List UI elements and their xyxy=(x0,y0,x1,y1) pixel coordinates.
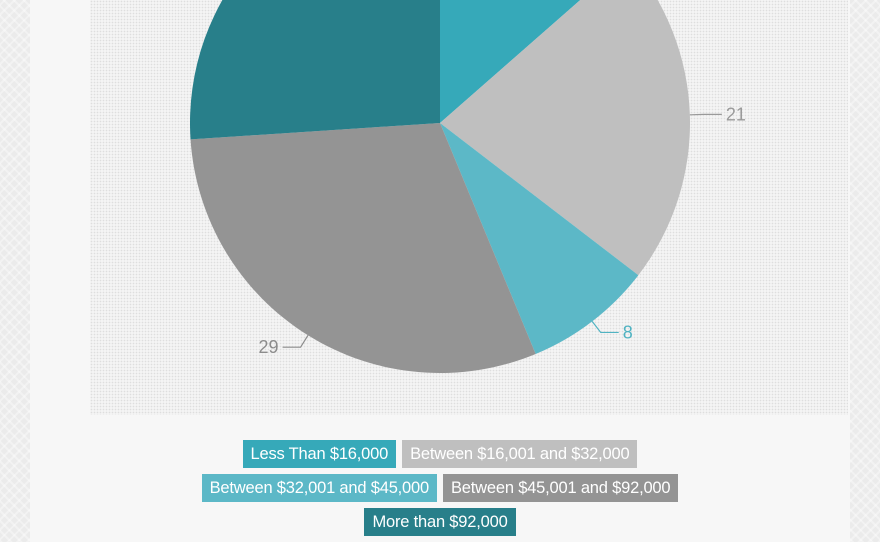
data-label-leader-2 xyxy=(591,320,619,334)
legend-item-more-than-92000[interactable]: More than $92,000 xyxy=(364,508,516,536)
pie-slice-2[interactable] xyxy=(440,123,639,354)
pie-slices xyxy=(190,0,690,373)
pie-data-labels: 21 8 29 xyxy=(259,104,746,357)
legend-row-2: Between $32,001 and $45,000 Between $45,… xyxy=(30,474,850,502)
legend-row-1: Less Than $16,000 Between $16,001 and $3… xyxy=(30,440,850,468)
data-label-1: 21 xyxy=(726,104,746,124)
pie-slice-3[interactable] xyxy=(190,123,536,373)
pie-slice-4[interactable] xyxy=(190,0,440,140)
pie-slice-1[interactable] xyxy=(440,0,690,276)
legend: Less Than $16,000 Between $16,001 and $3… xyxy=(30,440,850,542)
legend-item-less-than-16000[interactable]: Less Than $16,000 xyxy=(242,440,397,468)
data-label-leader-3 xyxy=(282,334,309,348)
legend-item-16001-32000[interactable]: Between $16,001 and $32,000 xyxy=(402,440,638,468)
data-label-3: 29 xyxy=(259,337,279,357)
data-label-2: 8 xyxy=(623,322,633,342)
legend-row-3: More than $92,000 xyxy=(30,508,850,536)
legend-item-32001-45000[interactable]: Between $32,001 and $45,000 xyxy=(201,474,437,502)
legend-item-45001-92000[interactable]: Between $45,001 and $92,000 xyxy=(443,474,679,502)
